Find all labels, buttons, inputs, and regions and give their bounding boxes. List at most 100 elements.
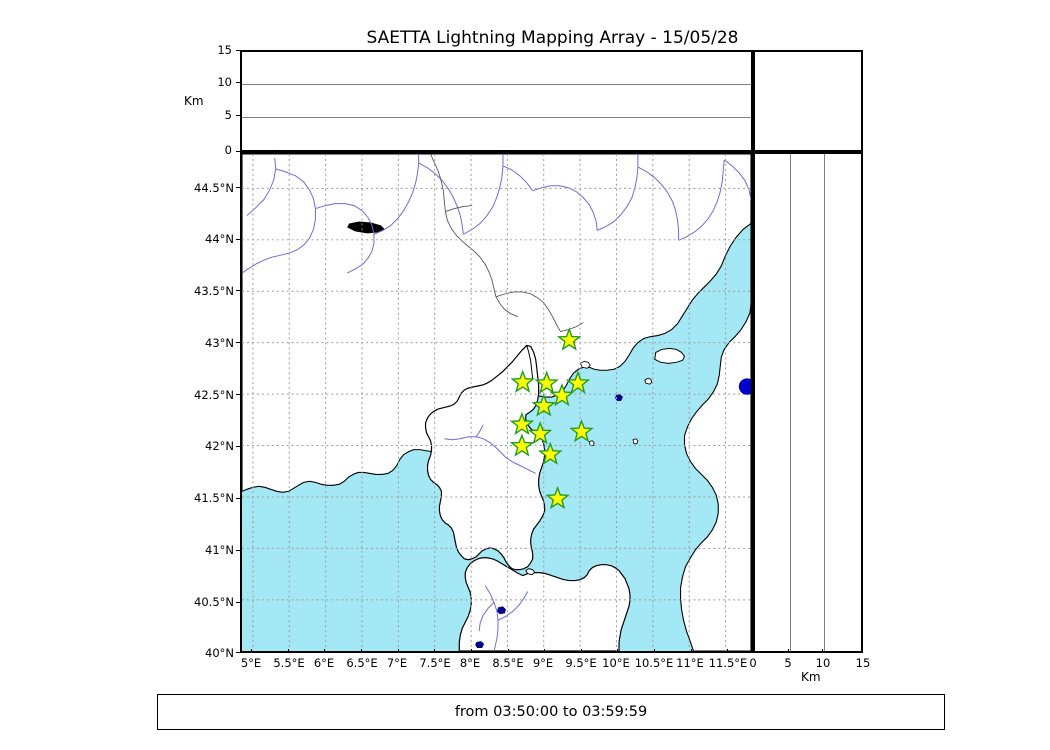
- right-panel-axis-label: Km: [801, 670, 821, 684]
- tickmark: [236, 82, 240, 84]
- right-panel-xtick-15: 15: [855, 656, 871, 670]
- map-xtick-10-5: 10.5°E: [634, 656, 674, 670]
- time-range-text: from 03:50:00 to 03:59:59: [454, 704, 648, 720]
- map-xtick-9: 9°E: [532, 656, 554, 670]
- tickmark: [397, 649, 399, 653]
- tickmark: [434, 649, 436, 653]
- italy-coast: [680, 213, 751, 651]
- station-marker: [509, 411, 535, 436]
- top-panel-axis-label: Km: [184, 94, 204, 108]
- map-xtick-10: 10°E: [602, 656, 630, 670]
- tickmark: [236, 238, 240, 240]
- tickmark: [236, 497, 240, 499]
- station-marker: [510, 369, 535, 393]
- map-ytick-40: 40°N: [205, 646, 234, 660]
- map-detail-layer: [242, 154, 751, 651]
- station-markers-layer: [509, 327, 594, 510]
- map-xtick-7-5: 7.5°E: [419, 656, 451, 670]
- map-ytick-42-5: 42.5°N: [194, 388, 234, 402]
- tickmark: [862, 649, 863, 653]
- map-ytick-43-5: 43.5°N: [194, 284, 234, 298]
- station-marker: [545, 485, 570, 510]
- right-panel-gridline-5: [789, 154, 791, 651]
- tickmark: [360, 649, 362, 653]
- tickmark: [236, 114, 240, 116]
- map-xtick-6-5: 6.5°E: [346, 656, 378, 670]
- station-marker: [565, 370, 591, 394]
- tickmark: [822, 649, 824, 653]
- station-marker: [549, 382, 575, 407]
- right-panel-xtick-10: 10: [815, 656, 831, 670]
- map-ytick-43: 43°N: [205, 336, 234, 350]
- map-panel[interactable]: [240, 152, 753, 653]
- elba-island: [654, 347, 686, 364]
- tickmark: [470, 649, 472, 653]
- lake-omodeo: [475, 641, 485, 649]
- tickmark: [236, 601, 240, 603]
- top-panel-ytick-0: 0: [224, 143, 232, 157]
- gorgona-island: [579, 360, 591, 369]
- top-altitude-panel[interactable]: [240, 50, 753, 152]
- page-title: SAETTA Lightning Mapping Array - 15/05/2…: [366, 28, 739, 48]
- map-ytick-41: 41°N: [205, 543, 234, 557]
- tickmark: [236, 394, 240, 396]
- right-panel-xtick-0: 0: [749, 656, 757, 670]
- right-panel-xtick-5: 5: [784, 656, 792, 670]
- tickmark: [727, 649, 729, 653]
- tickmark: [507, 649, 509, 653]
- map-xtick-8: 8°E: [459, 656, 481, 670]
- lightning-source-marker: [738, 378, 751, 395]
- corner-panel: [753, 50, 863, 152]
- top-panel-ytick-15: 15: [217, 43, 232, 57]
- map-xtick-5: 5°E: [240, 656, 262, 670]
- map-ytick-44: 44°N: [205, 232, 234, 246]
- map-xtick-11: 11°E: [676, 656, 704, 670]
- right-altitude-panel[interactable]: [753, 152, 863, 653]
- map-xtick-5-5: 5.5°E: [273, 656, 305, 670]
- sardinia-coast: [458, 557, 631, 651]
- tickmark: [287, 649, 289, 653]
- tickmark: [324, 649, 326, 653]
- station-marker: [509, 433, 535, 457]
- top-panel-ytick-5: 5: [224, 108, 232, 122]
- tickmark: [236, 151, 240, 152]
- tickmark: [580, 649, 582, 653]
- time-range-status-bar[interactable]: from 03:50:00 to 03:59:59: [157, 694, 945, 730]
- islet-lavezzi: [525, 568, 536, 576]
- map-ytick-40-5: 40.5°N: [194, 595, 234, 609]
- station-marker: [569, 419, 594, 443]
- map-xtick-9-5: 9.5°E: [565, 656, 597, 670]
- map-xtick-11-5: 11.5°E: [708, 656, 748, 670]
- station-marker: [527, 420, 553, 445]
- station-marker: [531, 393, 557, 417]
- map-xtick-6: 6°E: [313, 656, 335, 670]
- lake-coghinas: [496, 606, 506, 615]
- tickmark: [236, 549, 240, 551]
- capraia-island: [588, 440, 595, 447]
- tickmark: [236, 186, 240, 188]
- tickmark: [251, 649, 252, 653]
- tickmark: [236, 290, 240, 292]
- station-marker: [534, 370, 559, 394]
- lake-italy: [615, 394, 624, 402]
- tickmark: [236, 445, 240, 447]
- tickmark: [690, 649, 692, 653]
- rivers-layer: [242, 154, 751, 651]
- etang-de-berre: [347, 221, 385, 234]
- tickmark: [544, 649, 546, 653]
- tickmark: [654, 649, 656, 653]
- top-panel-gridline-5: [242, 116, 751, 118]
- map-xtick-8-5: 8.5°E: [492, 656, 524, 670]
- map-ytick-44-5: 44.5°N: [194, 181, 234, 195]
- map-ytick-42: 42°N: [205, 439, 234, 453]
- map-ytick-41-5: 41.5°N: [194, 491, 234, 505]
- station-marker: [538, 441, 563, 465]
- cap-corse: [526, 345, 534, 380]
- top-panel-ytick-10: 10: [217, 75, 232, 89]
- pianosa-island: [644, 377, 653, 385]
- tickmark: [236, 652, 240, 653]
- montecristo-island: [632, 438, 639, 445]
- tickmark: [617, 649, 619, 653]
- tickmark: [787, 649, 789, 653]
- tickmark: [753, 649, 754, 653]
